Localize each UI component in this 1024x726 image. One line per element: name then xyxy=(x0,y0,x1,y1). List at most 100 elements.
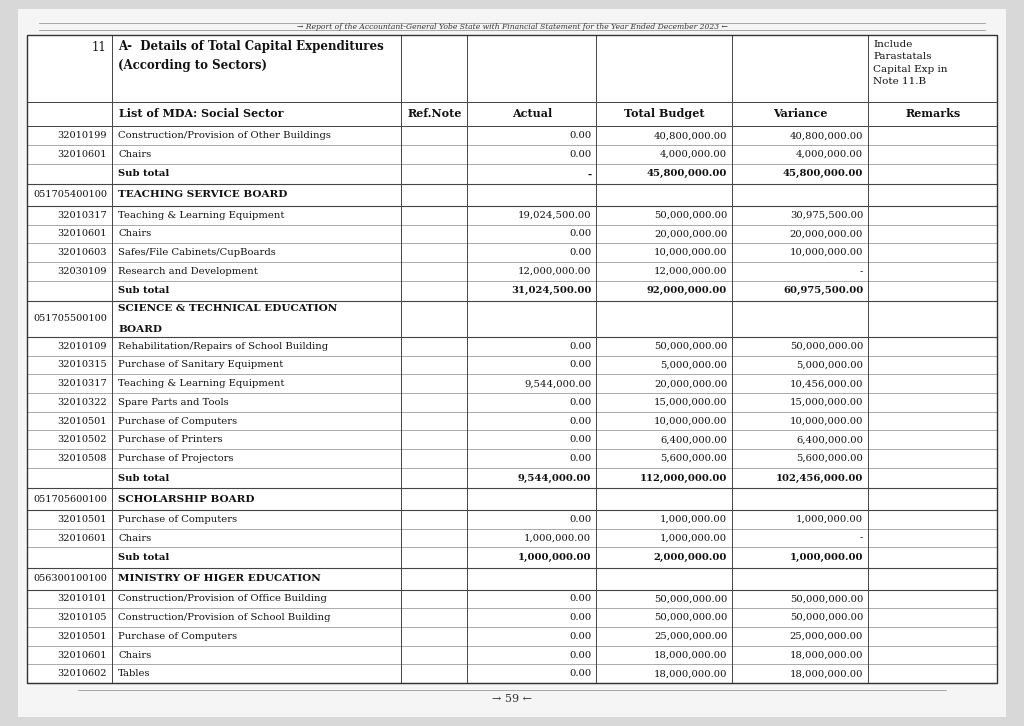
Text: 0.00: 0.00 xyxy=(569,229,591,238)
FancyBboxPatch shape xyxy=(27,126,997,145)
FancyBboxPatch shape xyxy=(27,510,997,529)
Text: Chairs: Chairs xyxy=(118,650,152,660)
FancyBboxPatch shape xyxy=(27,375,997,393)
Text: Variance: Variance xyxy=(773,108,827,120)
FancyBboxPatch shape xyxy=(27,262,997,281)
Text: 6,400,000.00: 6,400,000.00 xyxy=(660,436,727,444)
FancyBboxPatch shape xyxy=(27,243,997,262)
Text: 32010317: 32010317 xyxy=(57,379,106,388)
Text: 0.00: 0.00 xyxy=(569,150,591,159)
Text: 18,000,000.00: 18,000,000.00 xyxy=(653,650,727,660)
Text: 6,400,000.00: 6,400,000.00 xyxy=(796,436,863,444)
Text: 5,600,000.00: 5,600,000.00 xyxy=(660,454,727,463)
Text: 32010602: 32010602 xyxy=(57,669,106,678)
Text: 0.00: 0.00 xyxy=(569,632,591,641)
Text: Teaching & Learning Equipment: Teaching & Learning Equipment xyxy=(118,379,285,388)
Text: 1,000,000.00: 1,000,000.00 xyxy=(660,515,727,524)
Text: 32010601: 32010601 xyxy=(57,534,106,542)
Text: 0.00: 0.00 xyxy=(569,361,591,370)
Text: Construction/Provision of Office Building: Construction/Provision of Office Buildin… xyxy=(118,595,327,603)
Text: 15,000,000.00: 15,000,000.00 xyxy=(790,398,863,407)
Text: → Report of the Accountant-General Yobe State with Financial Statement for the Y: → Report of the Accountant-General Yobe … xyxy=(297,23,727,31)
Text: 25,000,000.00: 25,000,000.00 xyxy=(790,632,863,641)
Text: Safes/File Cabinets/CupBoards: Safes/File Cabinets/CupBoards xyxy=(118,248,275,257)
Text: Sub total: Sub total xyxy=(118,473,169,483)
FancyBboxPatch shape xyxy=(18,9,1006,717)
Text: Sub total: Sub total xyxy=(118,553,169,562)
Text: 32030109: 32030109 xyxy=(57,267,106,276)
Text: 32010508: 32010508 xyxy=(57,454,106,463)
Text: 32010502: 32010502 xyxy=(57,436,106,444)
Text: Sub total: Sub total xyxy=(118,169,169,179)
Text: 32010501: 32010501 xyxy=(57,417,106,425)
Text: 25,000,000.00: 25,000,000.00 xyxy=(654,632,727,641)
Text: 5,000,000.00: 5,000,000.00 xyxy=(660,361,727,370)
Text: Ref.Note: Ref.Note xyxy=(408,108,462,120)
FancyBboxPatch shape xyxy=(27,412,997,431)
Text: 20,000,000.00: 20,000,000.00 xyxy=(790,229,863,238)
Text: 15,000,000.00: 15,000,000.00 xyxy=(653,398,727,407)
Text: 60,975,500.00: 60,975,500.00 xyxy=(783,286,863,295)
Text: Construction/Provision of Other Buildings: Construction/Provision of Other Building… xyxy=(118,131,331,140)
Text: 32010105: 32010105 xyxy=(57,613,106,622)
Text: 50,000,000.00: 50,000,000.00 xyxy=(654,613,727,622)
Text: Purchase of Computers: Purchase of Computers xyxy=(118,515,238,524)
Text: -: - xyxy=(587,169,591,179)
FancyBboxPatch shape xyxy=(27,393,997,412)
Text: 50,000,000.00: 50,000,000.00 xyxy=(654,211,727,220)
FancyBboxPatch shape xyxy=(27,529,997,547)
FancyBboxPatch shape xyxy=(27,35,997,102)
Text: Total Budget: Total Budget xyxy=(625,108,705,120)
Text: Purchase of Computers: Purchase of Computers xyxy=(118,632,238,641)
Text: 32010315: 32010315 xyxy=(57,361,106,370)
Text: 1,000,000.00: 1,000,000.00 xyxy=(524,534,591,542)
Text: 45,800,000.00: 45,800,000.00 xyxy=(647,169,727,179)
Text: 0.00: 0.00 xyxy=(569,398,591,407)
FancyBboxPatch shape xyxy=(27,547,997,568)
Text: 0.00: 0.00 xyxy=(569,454,591,463)
Text: 32010101: 32010101 xyxy=(57,595,106,603)
Text: Purchase of Printers: Purchase of Printers xyxy=(118,436,222,444)
Text: 32010603: 32010603 xyxy=(57,248,106,257)
Text: 1,000,000.00: 1,000,000.00 xyxy=(790,553,863,562)
Text: 50,000,000.00: 50,000,000.00 xyxy=(654,342,727,351)
Text: → 59 ←: → 59 ← xyxy=(492,694,532,703)
Text: 10,000,000.00: 10,000,000.00 xyxy=(790,417,863,425)
Text: 20,000,000.00: 20,000,000.00 xyxy=(654,379,727,388)
FancyBboxPatch shape xyxy=(27,164,997,184)
FancyBboxPatch shape xyxy=(27,664,997,683)
Text: Include
Parastatals
Capital Exp in
Note 11.B: Include Parastatals Capital Exp in Note … xyxy=(873,40,948,86)
Text: 1,000,000.00: 1,000,000.00 xyxy=(518,553,591,562)
Text: Construction/Provision of School Building: Construction/Provision of School Buildin… xyxy=(118,613,331,622)
Text: 18,000,000.00: 18,000,000.00 xyxy=(790,669,863,678)
Text: Purchase of Sanitary Equipment: Purchase of Sanitary Equipment xyxy=(118,361,284,370)
FancyBboxPatch shape xyxy=(27,281,997,301)
Text: 50,000,000.00: 50,000,000.00 xyxy=(654,595,727,603)
FancyBboxPatch shape xyxy=(27,608,997,627)
Text: 12,000,000.00: 12,000,000.00 xyxy=(518,267,591,276)
Text: 32010199: 32010199 xyxy=(57,131,106,140)
Text: 50,000,000.00: 50,000,000.00 xyxy=(790,613,863,622)
Text: 4,000,000.00: 4,000,000.00 xyxy=(796,150,863,159)
Text: SCIENCE & TECHNICAL EDUCATION: SCIENCE & TECHNICAL EDUCATION xyxy=(118,304,338,314)
Text: 32010109: 32010109 xyxy=(57,342,106,351)
FancyBboxPatch shape xyxy=(27,627,997,645)
Text: 40,800,000.00: 40,800,000.00 xyxy=(653,131,727,140)
Text: Actual: Actual xyxy=(512,108,552,120)
Text: Purchase of Projectors: Purchase of Projectors xyxy=(118,454,233,463)
FancyBboxPatch shape xyxy=(27,488,997,510)
Text: 0.00: 0.00 xyxy=(569,650,591,660)
Text: 0.00: 0.00 xyxy=(569,669,591,678)
Text: 0.00: 0.00 xyxy=(569,613,591,622)
Text: 0.00: 0.00 xyxy=(569,131,591,140)
Text: MINISTRY OF HIGER EDUCATION: MINISTRY OF HIGER EDUCATION xyxy=(118,574,321,583)
Text: 32010322: 32010322 xyxy=(57,398,106,407)
FancyBboxPatch shape xyxy=(27,145,997,164)
FancyBboxPatch shape xyxy=(27,590,997,608)
FancyBboxPatch shape xyxy=(27,224,997,243)
Text: 92,000,000.00: 92,000,000.00 xyxy=(647,286,727,295)
Text: 051705400100: 051705400100 xyxy=(33,190,106,200)
Text: 19,024,500.00: 19,024,500.00 xyxy=(518,211,591,220)
Text: 45,800,000.00: 45,800,000.00 xyxy=(782,169,863,179)
Text: Chairs: Chairs xyxy=(118,534,152,542)
